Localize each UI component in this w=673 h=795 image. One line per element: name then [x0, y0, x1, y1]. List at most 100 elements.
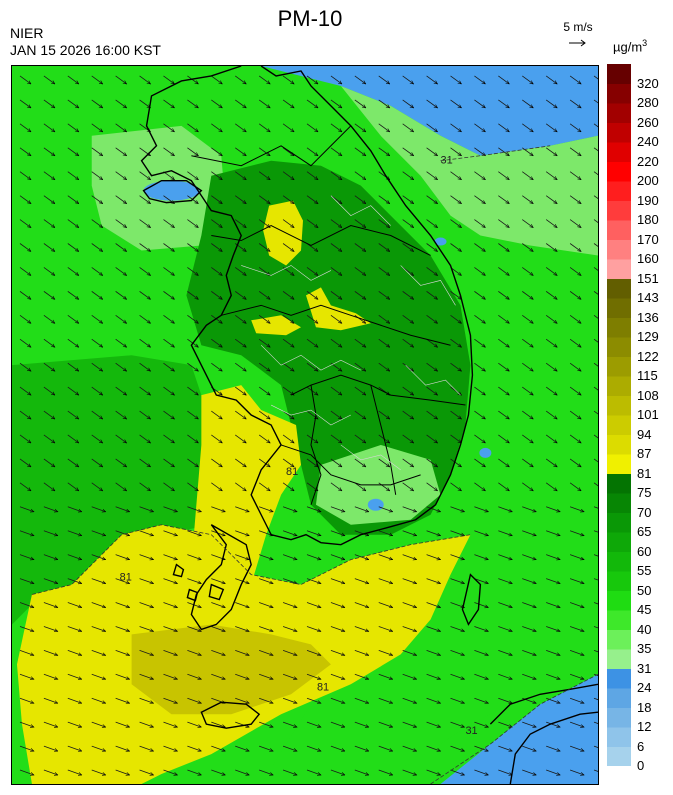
wind-vector	[115, 482, 127, 491]
wind-vector	[67, 506, 82, 512]
wind-vector	[522, 171, 533, 180]
wind-vector	[19, 123, 31, 132]
wind-vector	[19, 195, 31, 204]
wind-vector	[522, 745, 536, 751]
wind-vector	[306, 171, 318, 180]
wind-vector	[163, 506, 177, 512]
legend-label: 12	[637, 719, 652, 734]
wind-vector	[593, 626, 598, 629]
wind-vector	[330, 506, 345, 512]
wind-vector	[426, 482, 438, 491]
wind-vector	[402, 673, 417, 679]
legend-swatch	[607, 571, 631, 591]
wind-vector	[378, 530, 393, 536]
wind-vector	[282, 602, 297, 608]
wind-vector	[306, 554, 321, 560]
wind-vector	[115, 602, 130, 608]
wind-vector	[115, 99, 127, 108]
wind-vector	[450, 123, 462, 132]
wind-vector	[354, 530, 369, 536]
wind-vector	[498, 338, 509, 347]
wind-vector	[593, 362, 598, 367]
wind-vector	[258, 482, 270, 491]
wind-vector	[115, 362, 127, 371]
wind-vector	[450, 195, 462, 204]
wind-vector	[474, 410, 485, 419]
wind-vector	[474, 338, 485, 347]
wind-vector	[19, 219, 31, 228]
wind-vector	[258, 219, 270, 228]
wind-vector	[115, 578, 130, 584]
wind-vector	[569, 697, 584, 703]
wind-vector	[330, 458, 342, 467]
wind-vector	[450, 386, 462, 395]
wind-vector	[235, 75, 246, 84]
wind-vector	[569, 267, 581, 275]
wind-vector	[330, 386, 342, 395]
wind-vector	[498, 626, 512, 631]
legend-swatch	[607, 337, 631, 357]
wind-vector	[67, 267, 79, 275]
contour-lines	[31, 145, 598, 784]
wind-vector	[258, 267, 270, 275]
wind-vector	[235, 267, 246, 275]
wind-vector	[139, 314, 151, 323]
wind-vector	[354, 673, 369, 679]
wind-vector	[43, 769, 58, 775]
wind-vector	[330, 291, 342, 299]
wind-vector	[43, 530, 58, 536]
wind-vector	[569, 626, 584, 631]
wind-vector	[259, 745, 273, 751]
wind-vector	[187, 99, 198, 108]
wind-vector	[163, 602, 177, 608]
wind-vector	[378, 745, 393, 751]
wind-vector	[330, 554, 345, 560]
wind-vector	[402, 697, 417, 703]
wind-vector	[91, 147, 103, 156]
contour-label: 81	[120, 572, 132, 584]
wind-vector	[43, 434, 55, 443]
wind-vector	[235, 530, 249, 536]
wind-vector	[43, 195, 55, 204]
legend-label: 260	[637, 114, 659, 130]
wind-vector	[402, 626, 417, 631]
wind-vector	[163, 649, 177, 655]
wind-vector	[19, 697, 34, 703]
legend-label: 50	[637, 582, 652, 598]
wind-vector	[282, 697, 297, 703]
wind-vector	[43, 745, 58, 751]
wind-vector	[163, 530, 177, 536]
wind-vector	[498, 219, 509, 228]
wind-vector	[282, 338, 294, 347]
wind-vector	[211, 338, 222, 347]
wind-vector	[330, 697, 345, 703]
wind-vector	[330, 673, 345, 679]
wind-vector	[43, 314, 55, 323]
wind-vector	[426, 291, 438, 299]
wind-vector	[187, 721, 201, 727]
concentration-zone-south-sea-core	[131, 624, 331, 715]
wind-vector	[522, 99, 533, 108]
wind-vector	[91, 649, 106, 655]
wind-vector	[91, 745, 106, 751]
wind-vector	[211, 410, 222, 419]
wind-vector	[426, 338, 438, 347]
concentration-zone-low-1	[143, 180, 200, 201]
wind-vector	[402, 314, 414, 323]
wind-vector	[19, 99, 31, 108]
wind-vector	[235, 602, 249, 608]
wind-vector	[306, 530, 321, 536]
legend-swatch	[607, 356, 631, 377]
wind-vector	[187, 578, 201, 584]
wind-vector	[139, 219, 151, 228]
wind-vector	[235, 626, 249, 631]
wind-vector	[593, 721, 598, 725]
wind-vector	[545, 386, 557, 395]
legend-label: 170	[637, 231, 659, 247]
wind-vector	[67, 147, 79, 156]
wind-vector	[450, 506, 465, 512]
legend-label: 190	[637, 192, 659, 208]
wind-vector	[522, 267, 533, 275]
wind-vector	[402, 123, 414, 132]
wind-vector	[402, 171, 414, 180]
